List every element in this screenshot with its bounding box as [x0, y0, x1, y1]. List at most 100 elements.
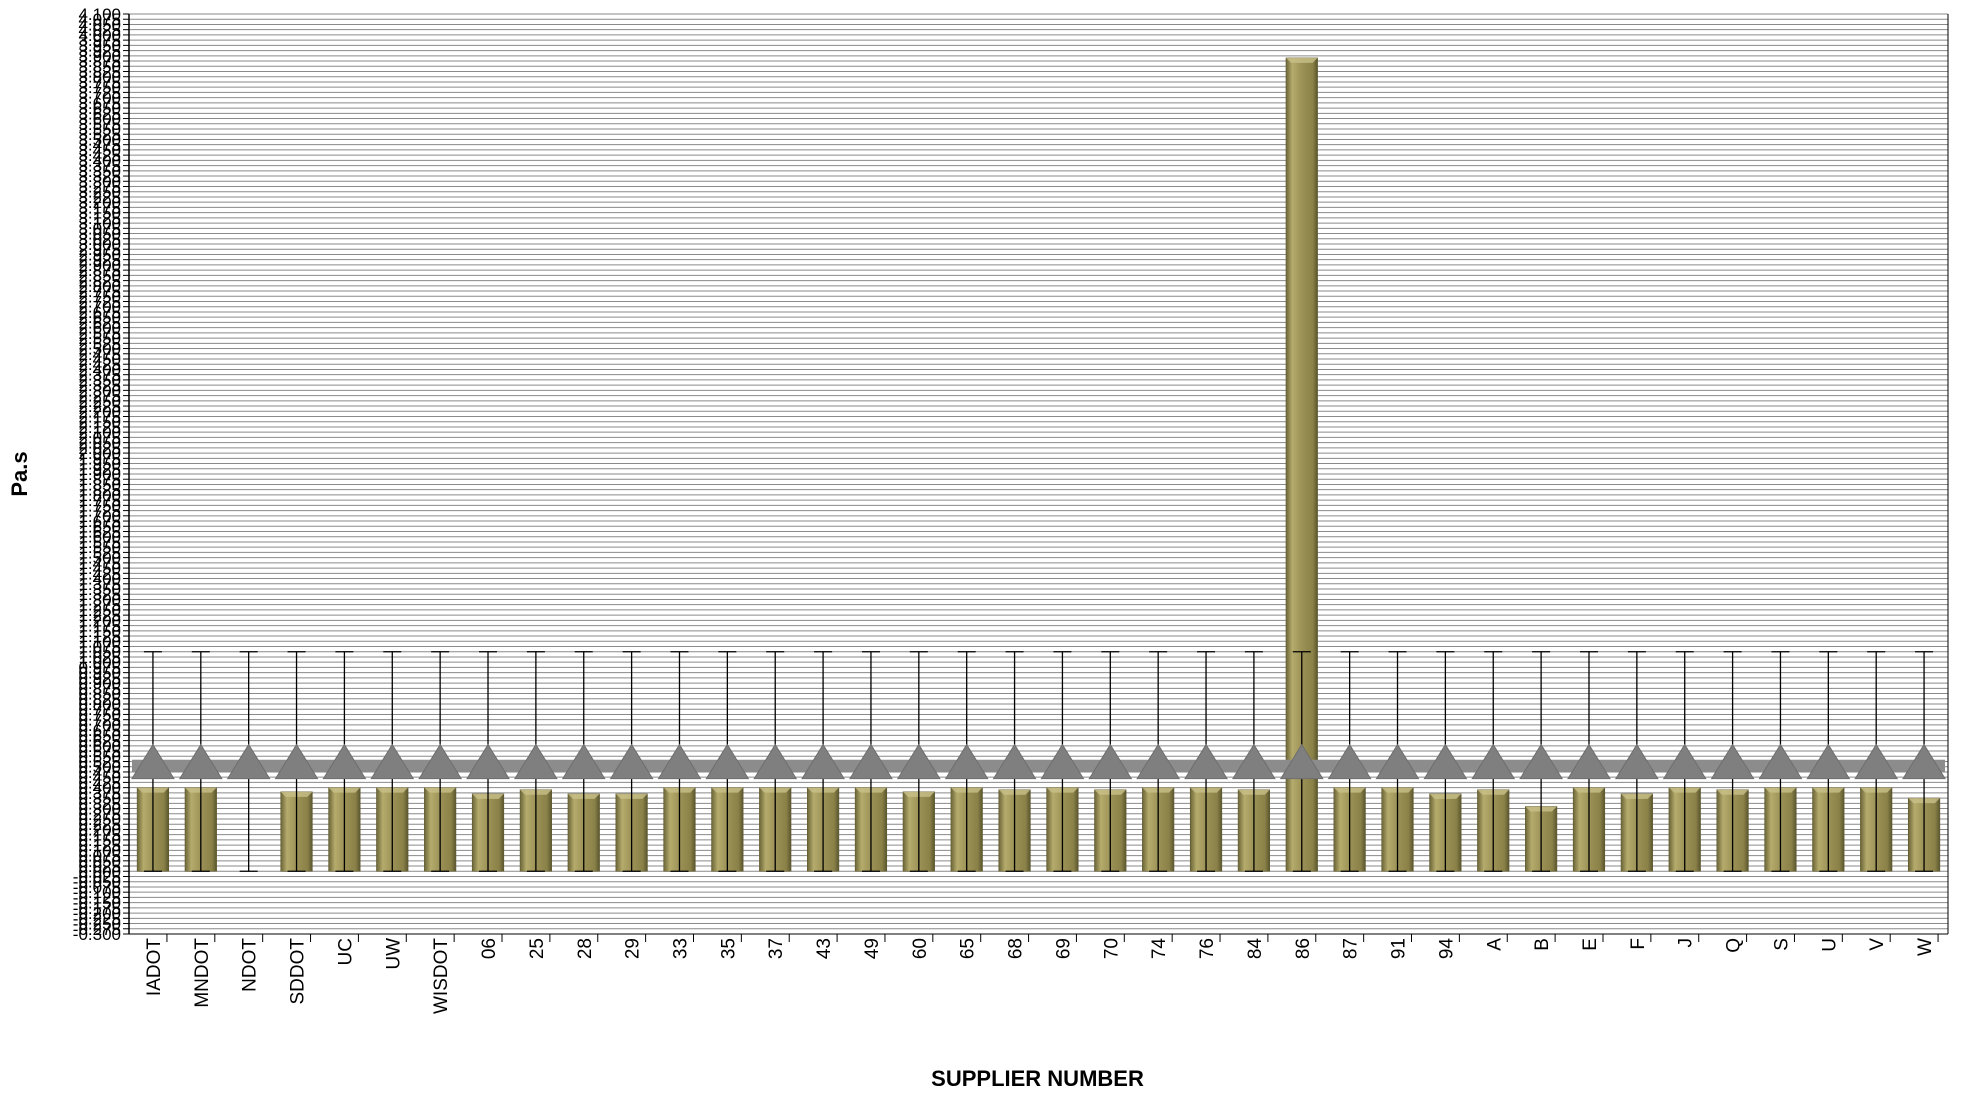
- x-tick-label: 49: [862, 938, 883, 959]
- triangle-marker: [418, 743, 463, 780]
- x-tick-label: 60: [910, 938, 931, 959]
- triangle-marker: [1040, 743, 1085, 780]
- y-tick-label: 2.000: [78, 444, 121, 463]
- y-tick-label: 0.375: [78, 784, 121, 803]
- x-tick-label: 84: [1245, 938, 1266, 960]
- y-tick-label: -0.275: [73, 920, 121, 939]
- y-tick-label: 1.650: [78, 517, 121, 536]
- y-tick-label: 1.750: [78, 496, 121, 515]
- y-tick-label: 3.500: [78, 130, 121, 149]
- triangle-marker: [1902, 743, 1946, 780]
- y-tick-label: 2.800: [78, 277, 121, 296]
- y-tick-label: 1.875: [78, 470, 121, 489]
- y-tick-label: 0.025: [78, 857, 121, 876]
- y-tick-label: 1.100: [78, 632, 121, 651]
- y-tick-label: 1.975: [78, 449, 121, 468]
- y-tick-label: 3.075: [78, 219, 121, 238]
- y-tick-label: -0.225: [73, 909, 121, 928]
- x-tick-label: 25: [527, 938, 548, 959]
- y-tick-label: -0.300: [73, 925, 121, 944]
- y-tick-label: 3.350: [78, 162, 121, 181]
- y-tick-label: 1.900: [78, 465, 121, 484]
- triangle-marker: [322, 743, 367, 780]
- triangle-marker: [1423, 743, 1468, 780]
- y-tick-label: 1.850: [78, 475, 121, 494]
- x-tick-label: 65: [958, 938, 979, 959]
- y-tick-label: 1.700: [78, 507, 121, 526]
- y-tick-label: 2.175: [78, 408, 121, 427]
- y-tick-label: 2.700: [78, 298, 121, 317]
- triangle-marker: [274, 743, 319, 780]
- y-tick-label: 2.875: [78, 261, 121, 280]
- y-tick-label: 2.100: [78, 423, 121, 442]
- y-tick-label: 1.775: [78, 491, 121, 510]
- y-tick-label: 0.100: [78, 841, 121, 860]
- y-tick-label: 2.900: [78, 256, 121, 275]
- y-tick-label: 1.025: [78, 648, 121, 667]
- y-tick-label: 0.250: [78, 810, 121, 829]
- y-tick-label: -0.050: [73, 873, 121, 892]
- y-tick-label: 3.775: [78, 73, 121, 92]
- x-tick-label: F: [1628, 938, 1649, 950]
- y-tick-label: 1.500: [78, 549, 121, 568]
- triangle-markers: [131, 743, 1946, 780]
- x-axis-title: SUPPLIER NUMBER: [931, 1066, 1144, 1091]
- y-tick-label: 3.275: [78, 178, 121, 197]
- y-tick-label: 3.450: [78, 141, 121, 160]
- y-tick-label: 0.050: [78, 852, 121, 871]
- y-tick-label: 0.550: [78, 747, 121, 766]
- y-tick-label: 2.350: [78, 371, 121, 390]
- y-tick-label: 0.925: [78, 669, 121, 688]
- bars: [136, 57, 1941, 872]
- y-tick-label: 3.625: [78, 104, 121, 123]
- y-tick-label: 4.075: [78, 10, 121, 29]
- triangle-marker: [370, 743, 415, 780]
- y-tick-label: 3.425: [78, 146, 121, 165]
- x-tick-label: A: [1484, 938, 1505, 951]
- y-tick-label: 1.250: [78, 601, 121, 620]
- y-tick-label: -0.025: [73, 868, 121, 887]
- y-tick-label: 1.200: [78, 611, 121, 630]
- y-tick-label: 2.125: [78, 418, 121, 437]
- y-tick-label: 2.375: [78, 366, 121, 385]
- y-tick-label: 3.925: [78, 42, 121, 61]
- y-tick-label: 3.675: [78, 94, 121, 113]
- y-tick-labels: -0.300-0.275-0.250-0.225-0.200-0.175-0.1…: [73, 5, 121, 944]
- triangle-marker: [178, 743, 223, 780]
- x-tick-label: 28: [575, 938, 596, 959]
- y-tick-label: 3.375: [78, 157, 121, 176]
- y-tick-label: 0.800: [78, 695, 121, 714]
- x-tick-label: 87: [1341, 938, 1362, 959]
- x-tick-label: 70: [1101, 938, 1122, 959]
- triangle-marker: [1614, 743, 1659, 780]
- y-tick-label: 1.600: [78, 528, 121, 547]
- y-tick-label: 0.700: [78, 716, 121, 735]
- y-tick-label: 2.325: [78, 376, 121, 395]
- triangle-marker: [513, 743, 558, 780]
- x-tick-label: 69: [1053, 938, 1074, 959]
- y-tick-label: 1.150: [78, 622, 121, 641]
- y-tick-label: 0.175: [78, 826, 121, 845]
- triangle-marker: [1519, 743, 1564, 780]
- y-tick-label: 3.850: [78, 57, 121, 76]
- y-tick-label: 0.300: [78, 800, 121, 819]
- x-tick-label: S: [1771, 938, 1792, 951]
- triangle-marker: [1088, 743, 1133, 780]
- y-tick-label: 2.075: [78, 428, 121, 447]
- y-tick-label: 0.075: [78, 847, 121, 866]
- y-tick-label: 2.975: [78, 240, 121, 259]
- y-tick-label: 1.075: [78, 638, 121, 657]
- y-tick-label: 1.675: [78, 512, 121, 531]
- x-tick-label: Q: [1724, 938, 1745, 953]
- triangle-marker: [1710, 743, 1755, 780]
- x-tick-label: IADOT: [144, 938, 165, 996]
- x-tick-label: 43: [814, 938, 835, 959]
- triangle-marker: [1136, 743, 1181, 780]
- y-tick-label: 2.825: [78, 272, 121, 291]
- triangle-marker: [944, 743, 989, 780]
- y-tick-label: 1.450: [78, 559, 121, 578]
- y-tick-label: 1.800: [78, 486, 121, 505]
- y-tick-label: 0.525: [78, 753, 121, 772]
- y-tick-label: 2.625: [78, 313, 121, 332]
- y-tick-label: 3.100: [78, 214, 121, 233]
